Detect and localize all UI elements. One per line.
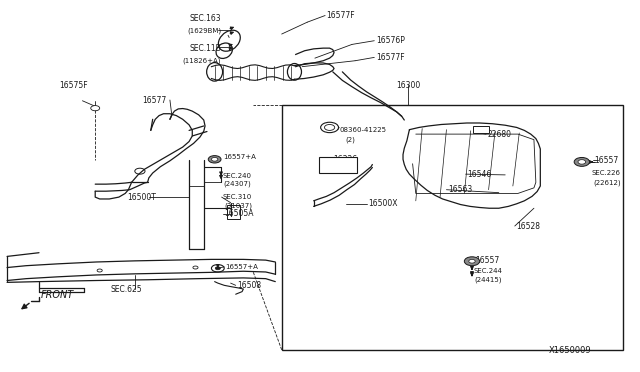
Circle shape <box>324 125 335 131</box>
Circle shape <box>215 267 220 270</box>
Text: (24415): (24415) <box>474 276 502 283</box>
Text: 16326: 16326 <box>333 155 357 164</box>
Circle shape <box>465 257 479 266</box>
Bar <box>473 126 489 134</box>
Text: X1650009: X1650009 <box>548 346 591 355</box>
Text: SEC.163: SEC.163 <box>189 14 221 23</box>
Circle shape <box>468 259 475 263</box>
Text: 16300: 16300 <box>397 81 421 90</box>
Text: (11826+A): (11826+A) <box>182 58 221 64</box>
Text: 16557+A: 16557+A <box>223 154 256 160</box>
Text: 16508: 16508 <box>237 281 261 290</box>
Bar <box>282 105 623 350</box>
Text: 16577F: 16577F <box>326 11 355 20</box>
Text: 16546: 16546 <box>467 170 491 179</box>
Circle shape <box>211 157 218 161</box>
Text: 08360-41225: 08360-41225 <box>339 127 386 133</box>
Text: SEC.11B: SEC.11B <box>189 44 221 53</box>
Circle shape <box>208 155 221 163</box>
Text: 16557: 16557 <box>595 155 619 164</box>
Bar <box>227 205 240 219</box>
Text: (2): (2) <box>346 137 355 143</box>
Text: (24307): (24307) <box>223 181 251 187</box>
Bar <box>319 157 357 173</box>
Text: 16577: 16577 <box>143 96 166 105</box>
Text: (22612): (22612) <box>593 179 621 186</box>
Circle shape <box>574 157 589 166</box>
Text: SEC.310: SEC.310 <box>223 194 252 200</box>
Text: (31037): (31037) <box>224 202 252 209</box>
Text: 16576P: 16576P <box>376 36 405 45</box>
Text: 16500X: 16500X <box>368 199 397 208</box>
Text: 16557+A: 16557+A <box>225 264 259 270</box>
Text: 16500T: 16500T <box>127 193 156 202</box>
Circle shape <box>578 160 586 164</box>
Circle shape <box>321 122 339 133</box>
Text: SEC.244: SEC.244 <box>473 268 502 274</box>
Text: S: S <box>326 125 330 130</box>
Text: 16577F: 16577F <box>376 53 405 62</box>
Text: 22680: 22680 <box>487 129 511 139</box>
Text: SEC.240: SEC.240 <box>223 173 252 179</box>
Text: 16528: 16528 <box>516 221 541 231</box>
Circle shape <box>91 106 100 111</box>
Text: SEC.625: SEC.625 <box>111 285 142 294</box>
Text: 16563: 16563 <box>448 185 472 194</box>
Text: (1629BM): (1629BM) <box>187 28 221 34</box>
Text: 16557: 16557 <box>475 256 499 264</box>
Text: SEC.226: SEC.226 <box>591 170 620 176</box>
Text: FRONT: FRONT <box>40 290 74 300</box>
Text: 16575F: 16575F <box>60 81 88 90</box>
Text: 16505A: 16505A <box>224 209 253 218</box>
